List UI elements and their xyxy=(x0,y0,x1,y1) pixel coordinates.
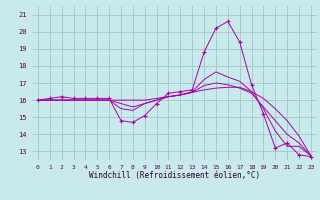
X-axis label: Windchill (Refroidissement éolien,°C): Windchill (Refroidissement éolien,°C) xyxy=(89,171,260,180)
